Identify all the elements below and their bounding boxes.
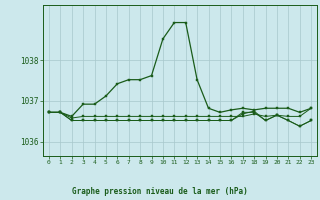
Text: Graphe pression niveau de la mer (hPa): Graphe pression niveau de la mer (hPa) [72,187,248,196]
